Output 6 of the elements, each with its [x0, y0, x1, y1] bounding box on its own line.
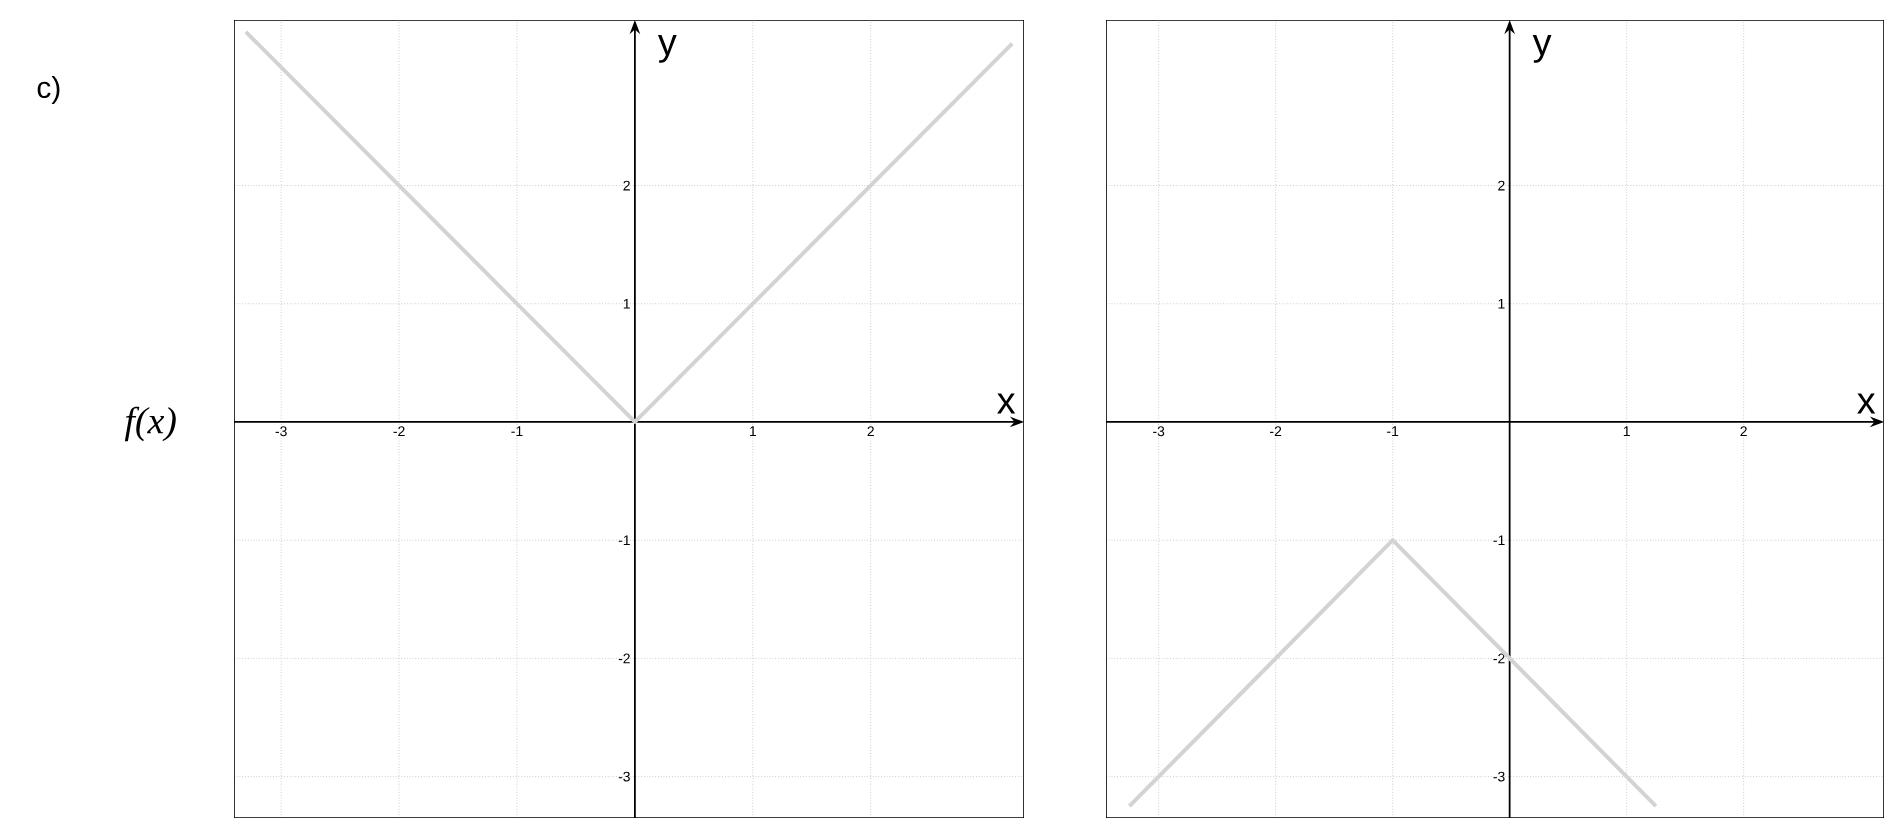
- x-axis-title: x: [997, 393, 1016, 414]
- text: c): [37, 76, 60, 104]
- x-axis-title: x: [1857, 393, 1876, 414]
- y-axis-title: y: [657, 35, 677, 63]
- text: f(x): [124, 406, 176, 442]
- y-axis-title: y: [1532, 35, 1552, 63]
